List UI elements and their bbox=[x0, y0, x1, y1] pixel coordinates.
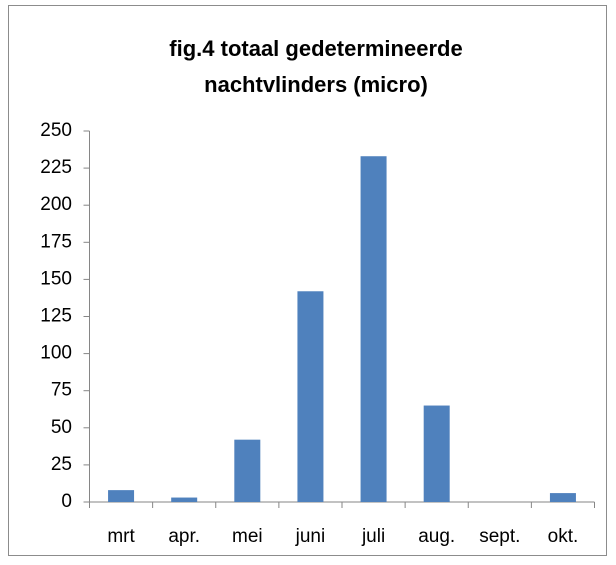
y-tick-label: 50 bbox=[51, 417, 72, 438]
y-tick-label: 150 bbox=[40, 268, 72, 289]
x-tick-label: okt. bbox=[548, 526, 579, 547]
y-tick-label: 250 bbox=[40, 120, 72, 141]
x-tick-label: mrt bbox=[107, 526, 135, 547]
y-tick-label: 75 bbox=[51, 380, 72, 401]
bar bbox=[549, 493, 576, 502]
x-tick-label: juli bbox=[361, 526, 385, 547]
y-tick-label: 225 bbox=[40, 157, 72, 178]
y-tick-label: 200 bbox=[40, 194, 72, 215]
y-tick-label: 0 bbox=[61, 491, 72, 512]
bar bbox=[360, 156, 387, 502]
chart-title: nachtvlinders (micro) bbox=[204, 72, 428, 97]
x-tick-label: apr. bbox=[168, 526, 200, 547]
x-tick-label: mei bbox=[232, 526, 263, 547]
x-tick-label: aug. bbox=[418, 526, 455, 547]
bar bbox=[234, 439, 261, 502]
x-tick-label: juni bbox=[295, 526, 326, 547]
y-tick-label: 25 bbox=[51, 454, 72, 475]
bar bbox=[108, 490, 135, 502]
y-tick-label: 125 bbox=[40, 306, 72, 327]
bar bbox=[297, 291, 324, 502]
x-tick-label: sept. bbox=[479, 526, 520, 547]
bar bbox=[423, 405, 450, 502]
chart-title: fig.4 totaal gedetermineerde bbox=[169, 36, 462, 61]
y-tick-label: 175 bbox=[40, 231, 72, 252]
y-tick-label: 100 bbox=[40, 343, 72, 364]
bar bbox=[171, 497, 198, 502]
